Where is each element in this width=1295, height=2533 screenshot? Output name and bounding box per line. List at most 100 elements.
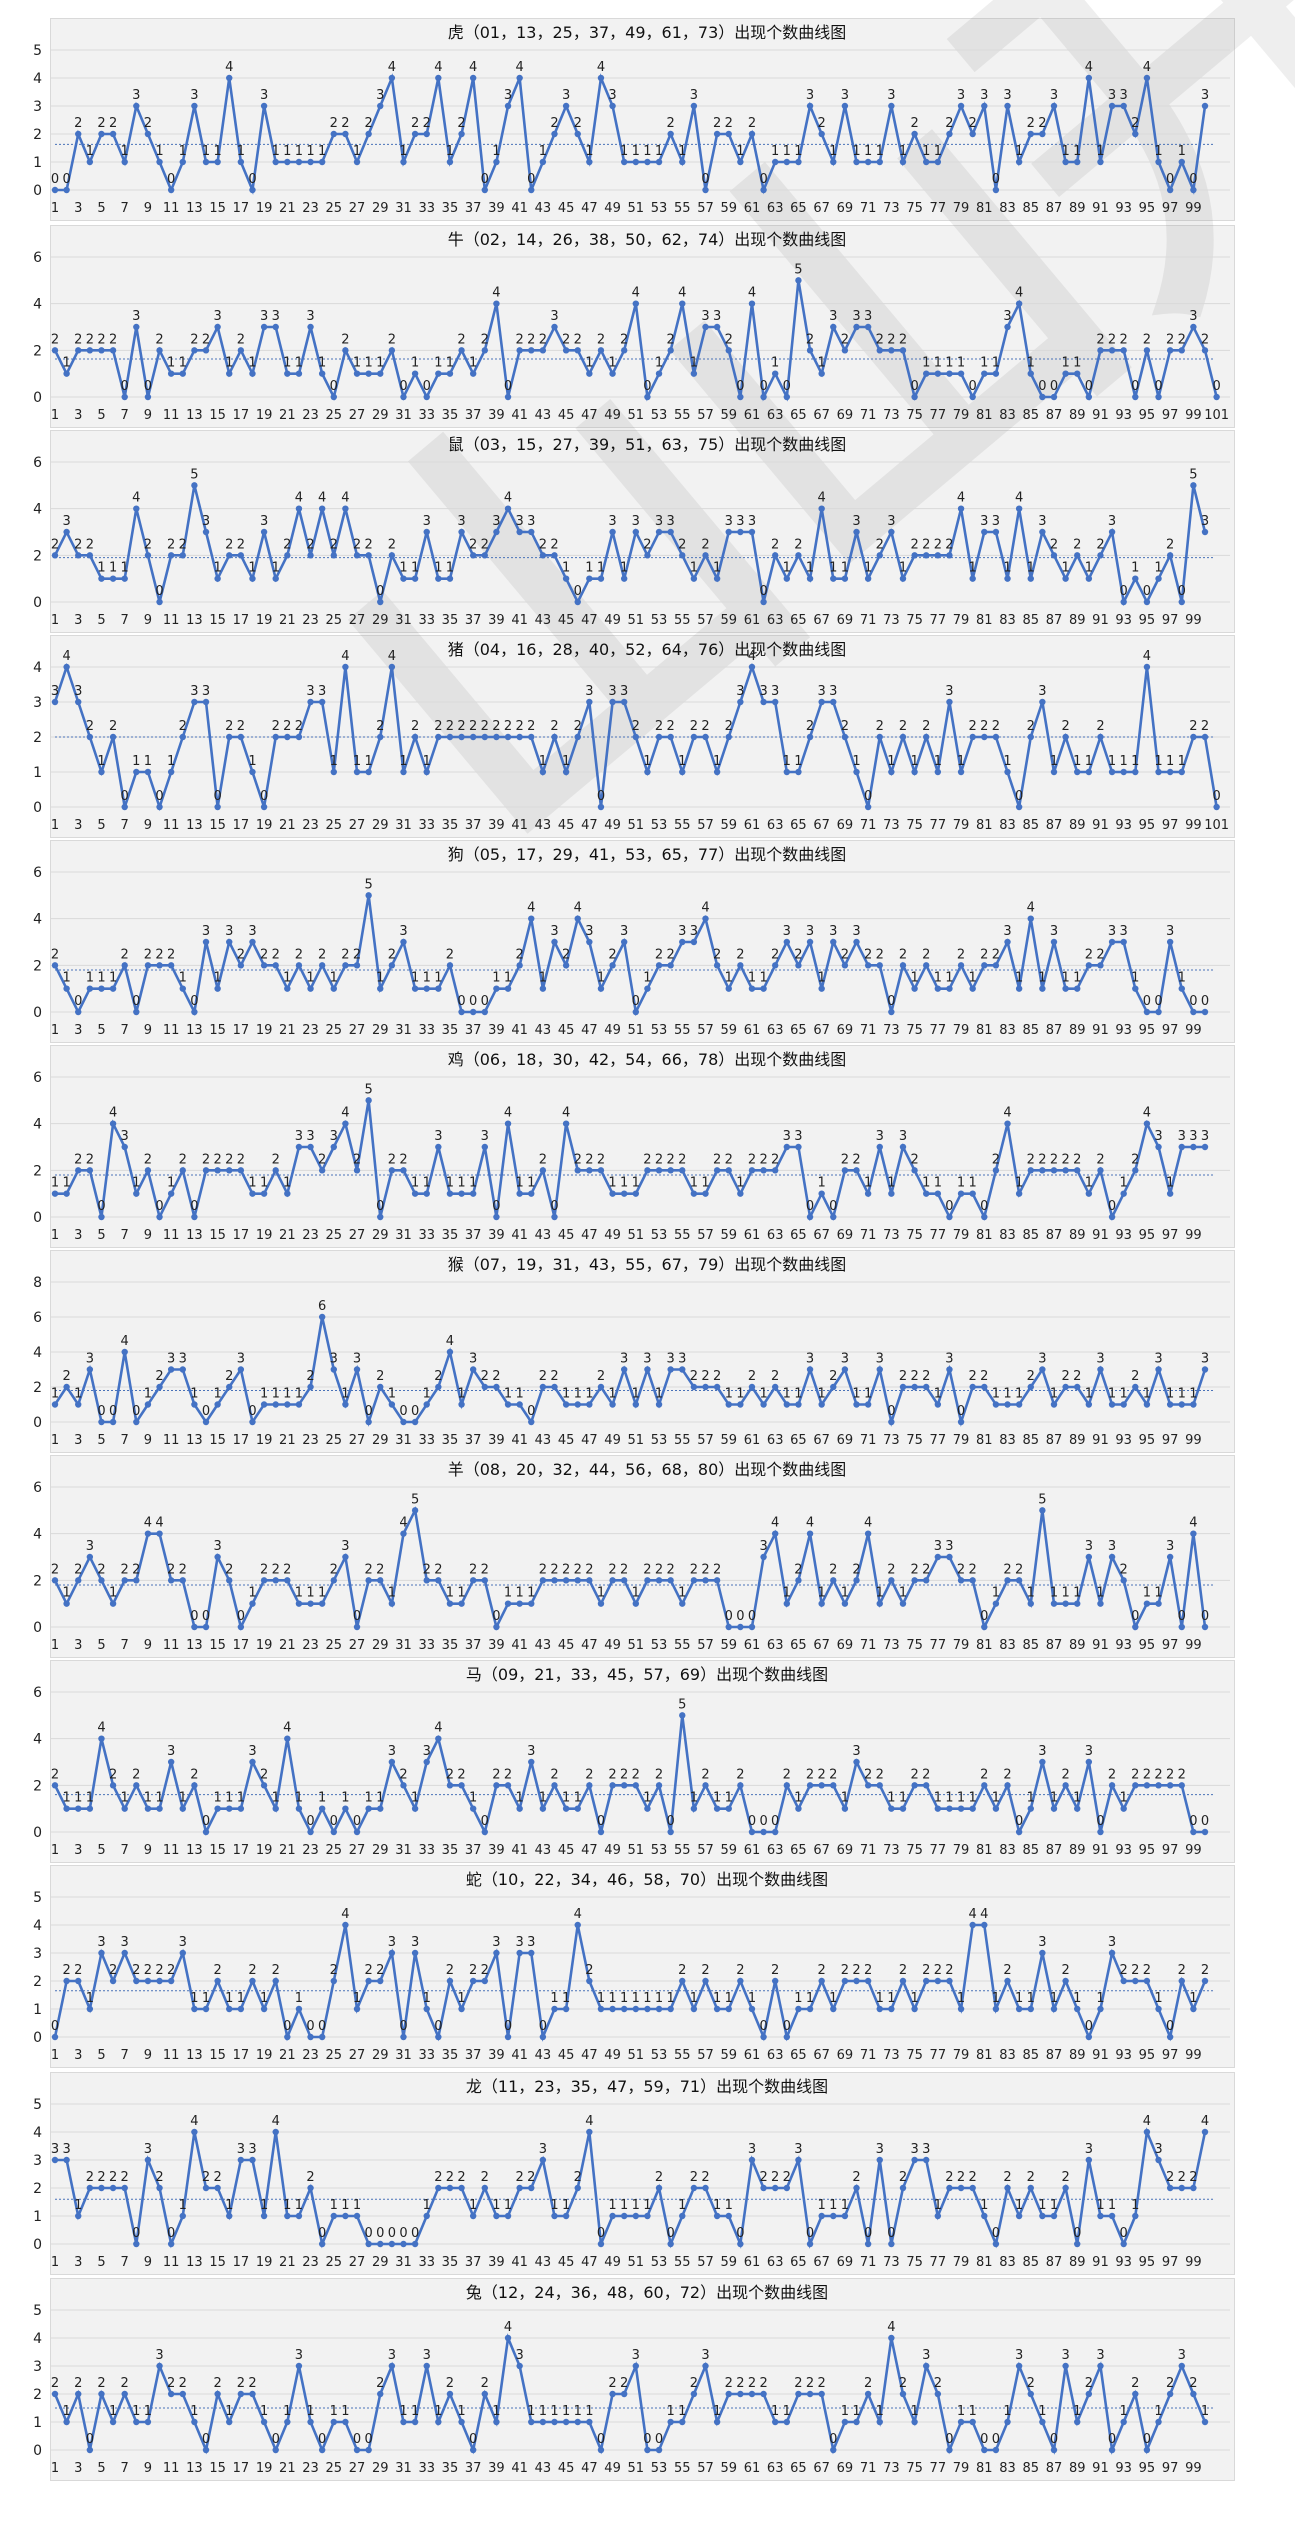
data-point <box>1074 552 1081 559</box>
data-point <box>458 2005 465 2013</box>
data-point <box>795 2156 802 2164</box>
data-label: 2 <box>446 719 454 734</box>
data-label: 1 <box>1085 1176 1093 1191</box>
data-label: 3 <box>632 2348 640 2363</box>
data-label: 4 <box>504 1106 512 1121</box>
data-label: 2 <box>341 116 349 131</box>
data-point <box>911 1383 918 1391</box>
data-point <box>830 698 837 706</box>
data-point <box>481 2390 488 2398</box>
data-point <box>911 130 918 138</box>
data-point <box>202 1828 210 1836</box>
chart-panel <box>50 225 1235 428</box>
x-tick-label: 69 <box>837 1638 854 1653</box>
data-point <box>342 1401 349 1408</box>
data-label: 2 <box>51 947 59 962</box>
x-tick-label: 13 <box>186 818 203 833</box>
data-point <box>481 1383 488 1391</box>
data-label: 3 <box>306 684 314 699</box>
data-label: 2 <box>899 1369 907 1384</box>
data-point <box>504 733 512 741</box>
data-point <box>377 2240 384 2248</box>
data-label: 2 <box>678 537 686 552</box>
data-label: 1 <box>655 144 663 159</box>
x-tick-label: 71 <box>860 613 877 628</box>
x-tick-label: 99 <box>1185 2255 1202 2270</box>
data-label: 1 <box>841 561 849 576</box>
x-tick-label: 81 <box>976 613 993 628</box>
x-tick-label: 95 <box>1139 1023 1156 1038</box>
data-label: 3 <box>318 684 326 699</box>
data-label: 0 <box>248 1404 256 1419</box>
data-point <box>597 1828 605 1836</box>
data-label: 1 <box>1050 754 1058 769</box>
data-label: 1 <box>1027 561 1035 576</box>
x-tick-label: 65 <box>790 613 807 628</box>
data-point <box>295 158 303 166</box>
data-point <box>1004 1577 1011 1584</box>
data-point <box>469 1805 477 1812</box>
x-tick-label: 57 <box>697 1228 714 1243</box>
data-point <box>1132 393 1139 401</box>
data-label: 1 <box>678 2198 686 2213</box>
x-tick-label: 87 <box>1046 1228 1063 1243</box>
data-label: 1 <box>992 1991 1000 2006</box>
data-point <box>853 938 860 946</box>
data-label: 1 <box>1096 1586 1104 1601</box>
x-tick-label: 77 <box>930 613 947 628</box>
data-label: 2 <box>667 719 675 734</box>
data-label: 3 <box>1061 2348 1069 2363</box>
data-label: 3 <box>1120 924 1128 939</box>
data-point <box>946 2446 953 2454</box>
data-point <box>469 1977 477 1985</box>
data-label: 0 <box>1131 379 1139 394</box>
data-label: 1 <box>632 1991 640 2006</box>
data-point <box>249 575 256 582</box>
x-tick-label: 69 <box>837 818 854 833</box>
data-label: 0 <box>1201 1609 1209 1624</box>
data-label: 1 <box>945 356 953 371</box>
data-point <box>1097 347 1104 354</box>
x-tick-label: 65 <box>790 408 807 423</box>
data-label: 2 <box>608 1562 616 1577</box>
data-point <box>144 1977 152 1985</box>
data-label: 2 <box>1061 1963 1069 1978</box>
y-tick-label: 3 <box>33 695 42 711</box>
data-label: 0 <box>1212 789 1220 804</box>
data-label: 1 <box>62 356 70 371</box>
data-label: 0 <box>353 1814 361 1829</box>
data-label: 0 <box>1189 1814 1197 1829</box>
data-point <box>365 130 372 138</box>
x-tick-label: 99 <box>1185 408 1202 423</box>
data-point <box>1178 1782 1185 1789</box>
data-point <box>772 1828 779 1836</box>
data-label: 1 <box>504 1387 512 1402</box>
x-tick-label: 91 <box>1092 1228 1109 1243</box>
data-label: 0 <box>411 1404 419 1419</box>
data-point <box>551 2005 558 2013</box>
data-label: 2 <box>736 2376 744 2391</box>
x-tick-label: 49 <box>604 1843 621 1858</box>
data-label: 1 <box>364 1791 372 1806</box>
data-label: 4 <box>434 1721 442 1736</box>
data-label: 3 <box>690 924 698 939</box>
data-point <box>237 1805 245 1812</box>
data-label: 2 <box>516 719 524 734</box>
data-point <box>772 1530 779 1537</box>
data-label: 1 <box>237 144 245 159</box>
data-point <box>133 1782 140 1789</box>
data-label: 2 <box>1189 719 1197 734</box>
data-point <box>179 2212 186 2220</box>
x-tick-label: 53 <box>651 201 668 216</box>
x-tick-label: 65 <box>790 1023 807 1038</box>
data-label: 1 <box>225 1791 233 1806</box>
data-label: 2 <box>457 332 465 347</box>
x-tick-label: 29 <box>372 1843 389 1858</box>
data-point <box>1004 575 1011 582</box>
data-point <box>1062 2184 1069 2192</box>
data-point <box>655 2446 663 2454</box>
data-point <box>260 528 268 536</box>
x-tick-label: 19 <box>256 408 273 423</box>
data-point <box>516 1401 523 1408</box>
data-point <box>830 1213 837 1221</box>
